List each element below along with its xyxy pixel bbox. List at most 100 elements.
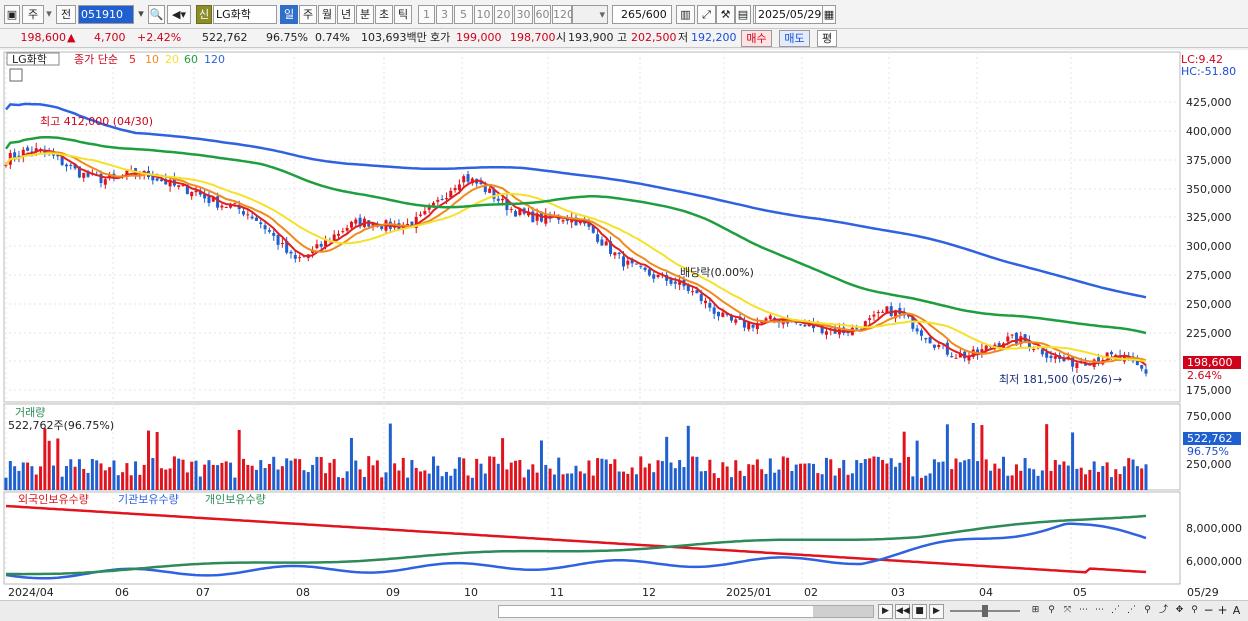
price-axis-label: 300,000 — [1186, 240, 1232, 253]
scroll-right-icon[interactable]: ▶ — [878, 604, 893, 619]
pin-icon[interactable]: ⚲ — [1191, 605, 1198, 615]
candle — [185, 185, 189, 195]
volume-bar — [60, 476, 64, 490]
zoom-slider-handle[interactable] — [982, 605, 988, 617]
period-select[interactable]: 주 — [22, 5, 44, 24]
candle — [4, 164, 8, 166]
search-icon[interactable]: 🔍 — [148, 5, 165, 24]
interval-button-0[interactable]: 1 — [418, 5, 435, 24]
candle — [747, 322, 751, 330]
period-tab-4[interactable]: 분 — [356, 5, 374, 24]
tool-icon[interactable]: ⤧ — [1063, 605, 1072, 615]
rewind-icon[interactable]: ◀◀ — [895, 604, 910, 619]
chart-area[interactable]: 425,000 400,000 375,000 350,000 325,000 300,0… — [0, 50, 1248, 600]
volume-bar — [842, 459, 846, 490]
interval-button-2[interactable]: 5 — [454, 5, 473, 24]
buy-button[interactable]: 매수 — [741, 30, 772, 47]
volume-bar — [816, 473, 820, 490]
table-icon[interactable] — [9, 68, 23, 82]
volume-bar — [673, 468, 677, 490]
volume-bar — [164, 469, 168, 490]
tool-icon[interactable]: ⋰ — [1111, 605, 1120, 615]
chart-type-icon[interactable]: ▥ — [676, 5, 695, 24]
crosshair-icon[interactable]: ⤢ — [697, 5, 716, 24]
candle — [436, 199, 440, 202]
volume-bar — [1002, 456, 1005, 490]
count-field[interactable]: 265/600 — [612, 5, 672, 24]
volume-bar — [786, 457, 790, 490]
interval-button-1[interactable]: 3 — [436, 5, 453, 24]
volume-last-pct: 96.75% — [1187, 445, 1229, 458]
volume-bar — [172, 456, 176, 490]
zoom-out-icon[interactable]: − — [1203, 603, 1214, 617]
period-tab-3[interactable]: 년 — [337, 5, 355, 24]
candle — [1118, 355, 1122, 360]
sound-icon[interactable]: ◀▾ — [167, 5, 191, 24]
scroll-track[interactable] — [498, 605, 874, 618]
candle — [717, 311, 720, 317]
period-tab-6[interactable]: 틱 — [394, 5, 412, 24]
window-icon[interactable]: ▣ — [4, 5, 20, 24]
volume-bar — [475, 458, 479, 490]
volume-bar — [647, 463, 651, 490]
sell-button[interactable]: 매도 — [779, 30, 810, 47]
candle — [591, 226, 595, 233]
save-icon[interactable]: ▤ — [735, 5, 751, 24]
period-tab-1[interactable]: 주 — [299, 5, 317, 24]
volume-bar — [1006, 475, 1010, 490]
period-tab-0[interactable]: 일 — [280, 5, 298, 24]
stock-name-field[interactable]: LG화학 — [213, 5, 277, 24]
tool-icon[interactable]: ⚲ — [1144, 605, 1151, 615]
stock-code-input[interactable]: 051910 — [78, 5, 134, 24]
candle — [587, 221, 591, 227]
toolbar-icon[interactable]: ⊞ — [1031, 605, 1040, 615]
ma-line-20 — [5, 152, 1147, 363]
ask-label: 호가 — [430, 31, 451, 44]
volume-bar — [56, 438, 60, 490]
chart-svg[interactable]: 425,000 400,000 375,000 350,000 325,000 300,0… — [0, 50, 1248, 600]
inst-label: 기관보유수량 — [118, 493, 179, 506]
volume-bar — [790, 471, 794, 490]
tool-icon[interactable]: ⋰ — [1127, 605, 1136, 615]
candle — [220, 205, 224, 208]
volume-bar — [492, 456, 496, 490]
chevron-down-icon[interactable]: ▾ — [46, 7, 52, 20]
indicator-icon[interactable]: ⚒ — [716, 5, 735, 24]
play-icon[interactable]: ▶ — [929, 604, 944, 619]
interval-button-3[interactable]: 10 — [474, 5, 493, 24]
zoom-in-icon[interactable]: + — [1217, 603, 1228, 617]
tool-icon[interactable]: ⚲ — [1048, 605, 1055, 615]
prev-button[interactable]: 전 — [56, 5, 76, 24]
candle — [250, 216, 254, 219]
interval-button-4[interactable]: 20 — [494, 5, 513, 24]
interval-button-7[interactable]: 120 — [552, 5, 574, 24]
x-axis-label: 08 — [296, 586, 310, 599]
candle — [432, 202, 435, 206]
calendar-icon[interactable]: ▦ — [822, 5, 836, 24]
volume-bar — [34, 474, 38, 490]
volume-bar — [112, 460, 116, 490]
candle — [440, 198, 444, 201]
period-tab-5[interactable]: 초 — [375, 5, 393, 24]
tool-icon[interactable]: ⤴ — [1158, 605, 1168, 615]
tool-icon[interactable]: ⋯ — [1095, 605, 1104, 615]
volume-bar — [898, 462, 902, 490]
tool-icon[interactable]: ⋯ — [1079, 605, 1088, 615]
candle — [604, 241, 608, 246]
font-size-icon[interactable]: A — [1232, 604, 1241, 617]
pan-icon[interactable]: ✥ — [1175, 605, 1184, 615]
volume-bar — [945, 424, 949, 490]
bottom-scroll-bar[interactable]: ▶ ◀◀ ■ ▶ ⊞ ⚲ ⤧ ⋯ ⋯ ⋰ ⋰ ⚲ ⤴ ✥ ⚲ − + A — [0, 600, 1248, 621]
chevron-down-icon[interactable]: ▾ — [138, 7, 144, 20]
stop-icon[interactable]: ■ — [912, 604, 927, 619]
interval-dropdown[interactable]: ▾ — [572, 5, 608, 24]
interval-button-5[interactable]: 30 — [514, 5, 533, 24]
ma-legend-5: 5 — [129, 53, 136, 66]
date-field[interactable]: 2025/05/29 — [755, 5, 823, 24]
candle — [207, 196, 211, 204]
scroll-thumb[interactable] — [813, 606, 873, 617]
candle — [86, 171, 90, 177]
period-tab-2[interactable]: 월 — [318, 5, 336, 24]
interval-button-6[interactable]: 60 — [534, 5, 551, 24]
eval-button[interactable]: 평 — [817, 30, 837, 47]
